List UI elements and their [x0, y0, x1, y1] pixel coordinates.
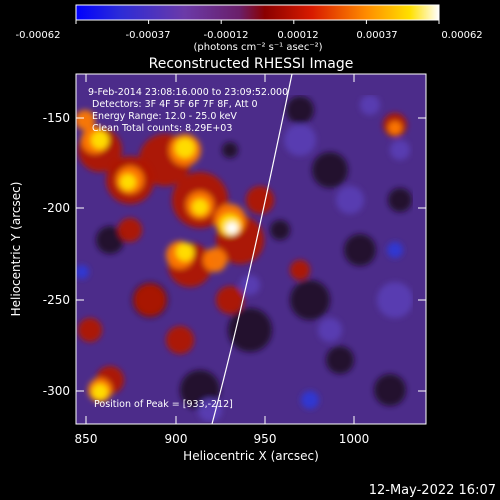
y-tick-label: -250	[43, 293, 70, 307]
colorbar-tick-label: 0.00062	[441, 30, 482, 41]
colorbar-tick-label: -0.00062	[16, 30, 61, 41]
x-tick-label: 850	[75, 432, 98, 446]
y-axis-label: Heliocentric Y (arcsec)	[9, 182, 23, 317]
plot-title: Reconstructed RHESSI Image	[149, 56, 354, 72]
colorbar-gradient	[75, 4, 440, 21]
y-tick-label: -200	[43, 201, 70, 215]
colorbar: -0.00062 -0.00037 -0.00012 0.00012 0.000…	[16, 4, 483, 53]
colorbar-tick-label: -0.00012	[204, 30, 249, 41]
x-tick-label: 900	[165, 432, 188, 446]
y-tick-label: -300	[43, 384, 70, 398]
colorbar-tick-marks	[75, 20, 440, 24]
axis-ticks	[76, 74, 426, 424]
peak-position-text: Position of Peak = [933,-212]	[94, 399, 233, 410]
colorbar-tick-label: 0.00037	[356, 30, 397, 41]
x-axis-label: Heliocentric X (arcsec)	[183, 449, 319, 463]
colorbar-unit-label: (photons cm⁻² s⁻¹ asec⁻²)	[193, 42, 322, 53]
energy-range-text: Energy Range: 12.0 - 25.0 keV	[92, 111, 237, 122]
x-tick-label: 1000	[339, 432, 370, 446]
x-tick-label: 950	[254, 432, 277, 446]
time-range-text: 9-Feb-2014 23:08:16.000 to 23:09:52.000	[88, 87, 288, 98]
y-tick-label: -150	[43, 111, 70, 125]
image-map	[76, 74, 426, 424]
solar-limb	[211, 74, 293, 424]
colorbar-tick-label: -0.00037	[126, 30, 171, 41]
detectors-text: Detectors: 3F 4F 5F 6F 7F 8F, Att 0	[92, 99, 258, 110]
clean-counts-text: Clean Total counts: 8.29E+03	[92, 123, 232, 134]
colorbar-tick-label: 0.00012	[277, 30, 318, 41]
plot-frame	[75, 73, 427, 425]
footer-date: 12-May-2022 16:07	[369, 483, 496, 498]
